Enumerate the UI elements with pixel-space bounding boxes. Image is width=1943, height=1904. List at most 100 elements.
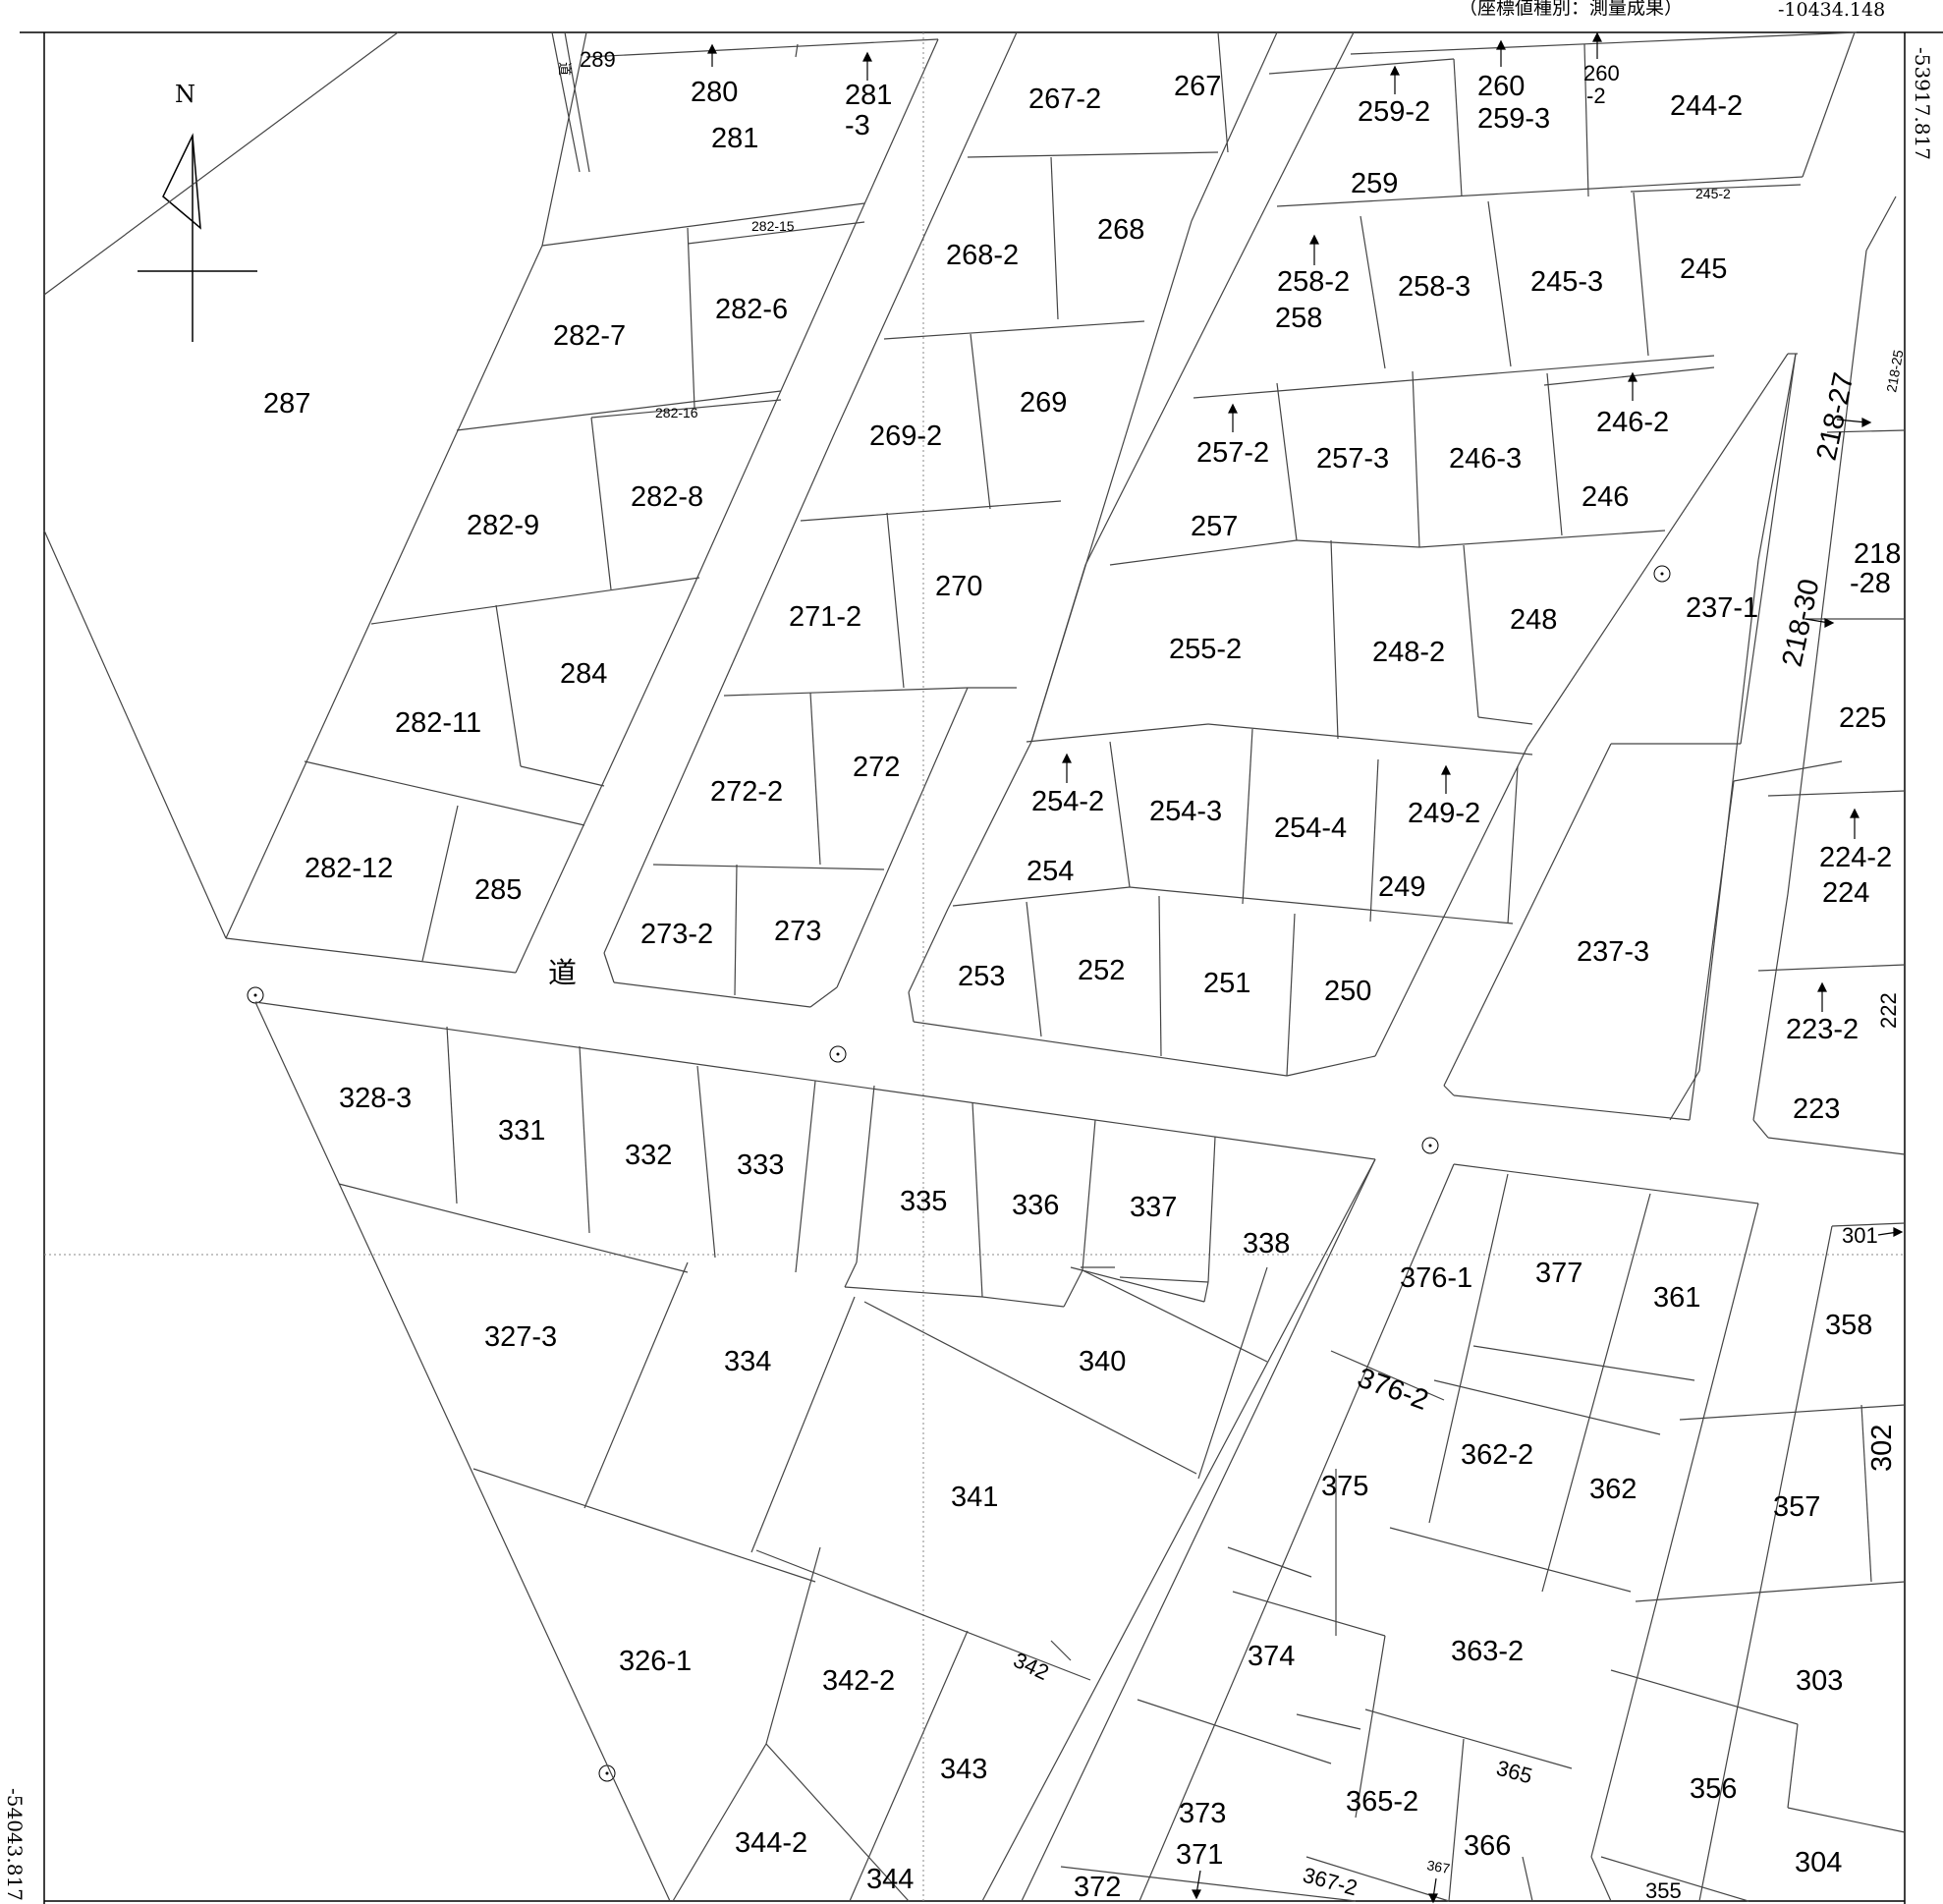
lot-label: 260 xyxy=(1583,61,1620,85)
top-coordinate-label: -10434.148 xyxy=(1778,0,1885,21)
lot-label: 361 xyxy=(1653,1282,1700,1314)
lot-label: 254 xyxy=(1027,856,1074,887)
lot-label: 244-2 xyxy=(1670,90,1743,122)
right-coordinate-label: -53917.817 xyxy=(1911,47,1934,160)
lot-label: 328-3 xyxy=(339,1083,412,1114)
lot-label: 377 xyxy=(1535,1258,1582,1289)
lot-label: 249 xyxy=(1378,871,1425,903)
svg-text:N: N xyxy=(175,81,195,108)
lot-label: 335 xyxy=(900,1186,947,1217)
lot-label: 269-2 xyxy=(869,420,942,452)
lot-label: 237-1 xyxy=(1686,592,1758,624)
lot-label: 258-3 xyxy=(1398,271,1471,303)
lot-label: 371 xyxy=(1176,1839,1223,1871)
survey-points xyxy=(247,565,1671,1782)
lot-label: 282-6 xyxy=(715,294,788,325)
lot-label: 303 xyxy=(1796,1665,1843,1697)
lot-label: 282-8 xyxy=(631,481,703,513)
lot-label: 257-2 xyxy=(1196,437,1269,469)
lot-label: 302 xyxy=(1866,1425,1898,1472)
lot-label: 218-30 xyxy=(1777,576,1826,669)
lot-label: 356 xyxy=(1690,1773,1737,1805)
lot-label: 342 xyxy=(1010,1648,1053,1685)
lot-label: 223-2 xyxy=(1786,1014,1859,1045)
lot-label: 254-4 xyxy=(1274,812,1347,844)
small-road-label: 道 xyxy=(557,62,573,76)
lot-label: 259-2 xyxy=(1358,96,1430,128)
left-coordinate-label: -54043.817 xyxy=(3,1788,27,1901)
parcel-boundaries xyxy=(43,31,1906,1902)
lot-label: 218-25 xyxy=(1883,349,1906,394)
lot-label: 257 xyxy=(1191,511,1238,542)
lot-label: 237-3 xyxy=(1577,936,1649,968)
lot-label: 362 xyxy=(1589,1474,1637,1505)
lot-label: 365 xyxy=(1494,1756,1535,1789)
lot-label: 284 xyxy=(560,658,607,690)
lot-label: 222 xyxy=(1876,992,1901,1029)
lot-label: 224 xyxy=(1822,877,1869,909)
lot-label: -2 xyxy=(1586,84,1606,108)
lot-label: 358 xyxy=(1825,1310,1872,1341)
lot-label: 281 xyxy=(711,123,758,154)
leader-arrows xyxy=(707,31,1904,1904)
lot-label: 282-11 xyxy=(395,707,481,739)
north-arrow-icon: N xyxy=(138,81,257,342)
lot-label: 301 xyxy=(1842,1223,1878,1248)
lot-label: 343 xyxy=(940,1754,987,1785)
lot-label: 246-2 xyxy=(1596,407,1669,438)
lot-label: 271-2 xyxy=(789,601,861,633)
road-label: 道 xyxy=(548,957,577,989)
lot-label: 355 xyxy=(1645,1878,1682,1903)
lot-label: 254-2 xyxy=(1031,786,1104,817)
lot-label: 253 xyxy=(958,961,1005,992)
lot-label: 282-9 xyxy=(467,510,539,541)
lot-label: 267-2 xyxy=(1028,84,1101,115)
lot-label: 375 xyxy=(1321,1471,1368,1502)
lot-label: 258-2 xyxy=(1277,266,1350,298)
lot-label: 245-3 xyxy=(1530,266,1603,298)
lot-label: 280 xyxy=(691,77,738,108)
lot-label: 285 xyxy=(474,874,522,906)
lot-label: 223 xyxy=(1793,1093,1840,1125)
lot-label: 224-2 xyxy=(1819,842,1892,873)
lot-label: 267 xyxy=(1174,71,1221,102)
lot-label: 255-2 xyxy=(1169,634,1242,665)
lot-label: 225 xyxy=(1839,702,1886,734)
lot-label: 334 xyxy=(724,1346,771,1377)
lot-label: 376-2 xyxy=(1354,1363,1433,1417)
lot-label: 326-1 xyxy=(619,1646,692,1677)
lot-label: 289 xyxy=(580,47,616,72)
lot-label: -28 xyxy=(1850,568,1891,599)
lot-label: 259-3 xyxy=(1477,103,1550,135)
lot-labels: 289 280 281 281 -3 267-2 267 259-2 260 2… xyxy=(263,47,1907,1903)
lot-label: 327-3 xyxy=(484,1321,557,1353)
lot-label: 218-27 xyxy=(1811,369,1860,463)
lot-label: 272 xyxy=(853,752,900,783)
lot-label: 332 xyxy=(625,1140,672,1171)
lot-label: 362-2 xyxy=(1461,1439,1533,1471)
lot-label: 282-15 xyxy=(751,218,795,234)
lot-label: 374 xyxy=(1248,1641,1295,1672)
lot-label: 252 xyxy=(1078,955,1125,986)
lot-label: 282-7 xyxy=(553,320,626,352)
lot-label: 249-2 xyxy=(1408,798,1480,829)
lot-label: 337 xyxy=(1130,1192,1177,1223)
lot-label: 340 xyxy=(1079,1346,1126,1377)
lot-label: 344 xyxy=(866,1864,914,1895)
lot-label: 246-3 xyxy=(1449,443,1522,475)
lot-label: 268-2 xyxy=(946,240,1019,271)
lot-label: 367 xyxy=(1425,1857,1451,1876)
map-frame xyxy=(20,31,1943,1904)
lot-label: 257-3 xyxy=(1316,443,1389,475)
lot-label: 333 xyxy=(737,1149,784,1181)
lot-label: 281 xyxy=(845,80,892,111)
lot-label: 268 xyxy=(1097,214,1144,246)
lot-label: 248-2 xyxy=(1372,637,1445,668)
lot-label: 273-2 xyxy=(640,919,713,950)
lot-label: 282-12 xyxy=(305,853,393,884)
lot-label: 251 xyxy=(1203,968,1250,999)
lot-label: 363-2 xyxy=(1451,1636,1524,1667)
lot-label: 260 xyxy=(1477,71,1525,102)
lot-label: 272-2 xyxy=(710,776,783,808)
